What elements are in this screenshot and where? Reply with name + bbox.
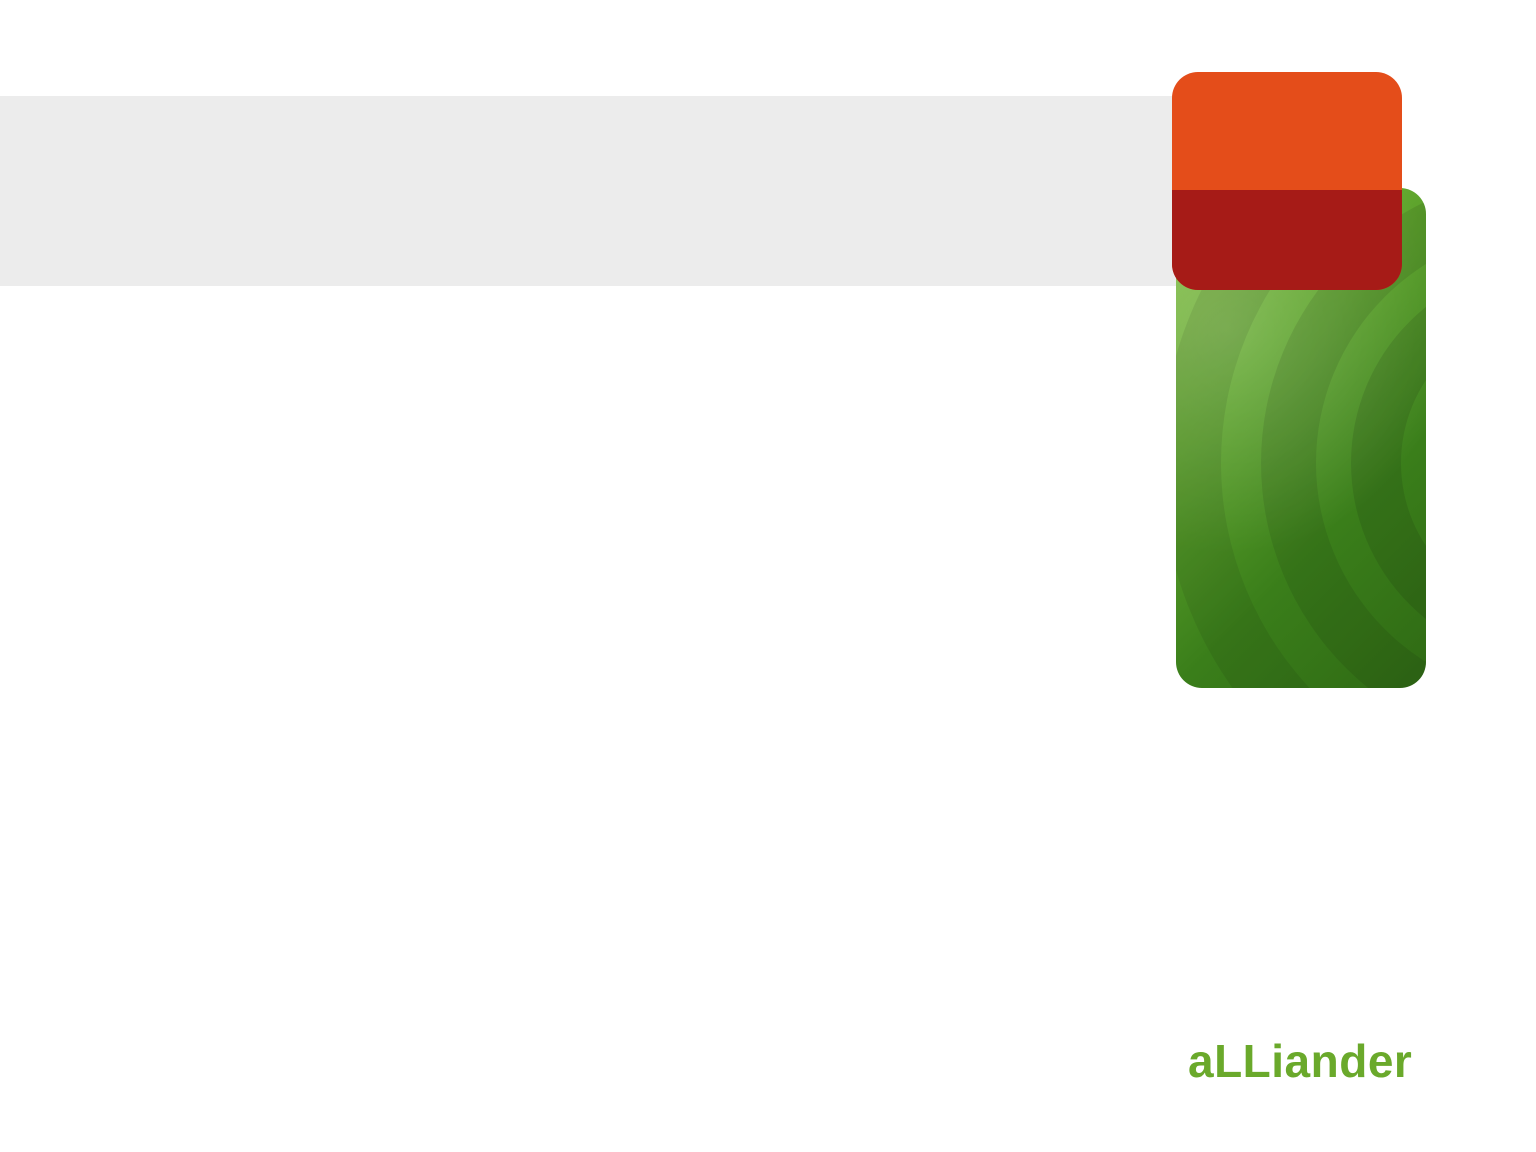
slide-canvas: aLLiander bbox=[0, 0, 1536, 1152]
brand-logo: aLLiander bbox=[1188, 1034, 1412, 1088]
title-band bbox=[0, 96, 1176, 286]
brand-logo-text: aLLiander bbox=[1188, 1034, 1412, 1088]
orange-card bbox=[1172, 72, 1402, 290]
orange-card-overlap bbox=[1172, 190, 1402, 290]
